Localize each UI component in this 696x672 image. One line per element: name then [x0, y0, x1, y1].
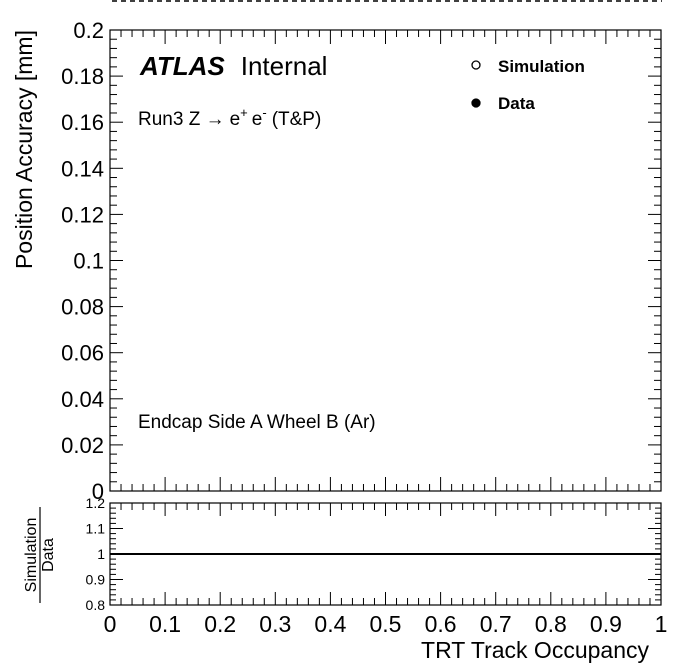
ratio-plot-panel: 0.80.911.11.2 0 0.1 0.2 0.3 0.4 0.5 0.6 0.7 0.8 0… [23, 495, 667, 663]
x-tick-label: 0.8 [535, 611, 567, 637]
main-y-tick-label: 0.06 [61, 341, 104, 366]
x-tick-label: 0.6 [425, 611, 457, 637]
x-axis-label: TRT Track Occupancy [421, 637, 649, 663]
main-x-ticks [109, 30, 662, 491]
ratio-y-tick-label: 1 [97, 546, 105, 562]
x-tick-label: 0.1 [149, 611, 181, 637]
x-tick-label: 0.3 [259, 611, 291, 637]
x-tick-label: 0.7 [480, 611, 512, 637]
main-y-tick-labels: 0 0.02 0.04 0.06 0.08 0.1 0.12 0.14 0.16 0.18 0.2 [61, 18, 104, 504]
ratio-y-ticks [110, 502, 661, 606]
main-y-tick-label: 0.2 [73, 18, 104, 43]
ratio-y-tick-label: 0.8 [86, 597, 106, 613]
main-y-tick-label: 0 [92, 479, 104, 504]
x-tick-label: 1 [655, 611, 668, 637]
region-label: Endcap Side A Wheel B (Ar) [138, 412, 376, 433]
x-tick-label: 0.5 [370, 611, 402, 637]
x-tick-label: 0 [104, 611, 117, 637]
atlas-label-group: ATLAS Internal [139, 51, 327, 81]
ratio-x-tick-labels: 0 0.1 0.2 0.3 0.4 0.5 0.6 0.7 0.8 0.9 1 [104, 611, 668, 637]
ratio-y-axis-label: Simulation Data [23, 507, 57, 603]
positron-charge: + [240, 105, 248, 120]
legend-label-data: Data [498, 94, 535, 113]
main-y-tick-label: 0.02 [61, 433, 104, 458]
main-y-axis-label: Position Accuracy [mm] [11, 30, 37, 269]
main-y-tick-label: 0.16 [61, 110, 104, 135]
legend-label-simulation: Simulation [498, 57, 585, 76]
main-y-tick-label: 0.08 [61, 295, 104, 320]
x-tick-label: 0.4 [314, 611, 346, 637]
ratio-x-ticks [109, 503, 662, 605]
x-tick-label: 0.9 [590, 611, 622, 637]
atlas-label: ATLAS [139, 51, 225, 81]
ratio-y-label-denominator: Data [40, 538, 57, 572]
process-label: Run3 Z → e+ e- (T&P) [138, 105, 321, 130]
electron-charge: - [262, 105, 266, 120]
ratio-y-tick-label: 0.9 [86, 572, 106, 588]
legend: Simulation Data [471, 57, 585, 113]
process-prefix: Run3 Z [138, 109, 206, 130]
ratio-y-tick-label: 1.1 [86, 521, 106, 537]
process-arrow: → [206, 109, 225, 130]
ratio-y-tick-label: 1.2 [86, 495, 106, 511]
legend-marker-simulation [471, 60, 481, 70]
main-y-tick-label: 0.18 [61, 64, 104, 89]
legend-marker-data [471, 98, 481, 108]
x-tick-label: 0.2 [204, 611, 236, 637]
electron-symbol: e [252, 109, 263, 130]
ratio-y-tick-labels: 0.8 0.9 1 1.1 1.2 [86, 495, 106, 613]
positron-symbol: e [230, 109, 241, 130]
atlas-status: Internal [241, 51, 328, 81]
process-suffix: (T&P) [272, 109, 322, 130]
main-y-tick-label: 0.1 [73, 249, 104, 274]
main-y-tick-label: 0.14 [61, 156, 104, 181]
main-y-ticks [110, 29, 661, 492]
main-y-tick-label: 0.04 [61, 387, 104, 412]
ratio-y-label-numerator: Simulation [23, 518, 40, 593]
main-plot-panel: 00.020.040.060.080.10.120.140.160.180.2 … [11, 18, 662, 504]
main-y-tick-label: 0.12 [61, 202, 104, 227]
